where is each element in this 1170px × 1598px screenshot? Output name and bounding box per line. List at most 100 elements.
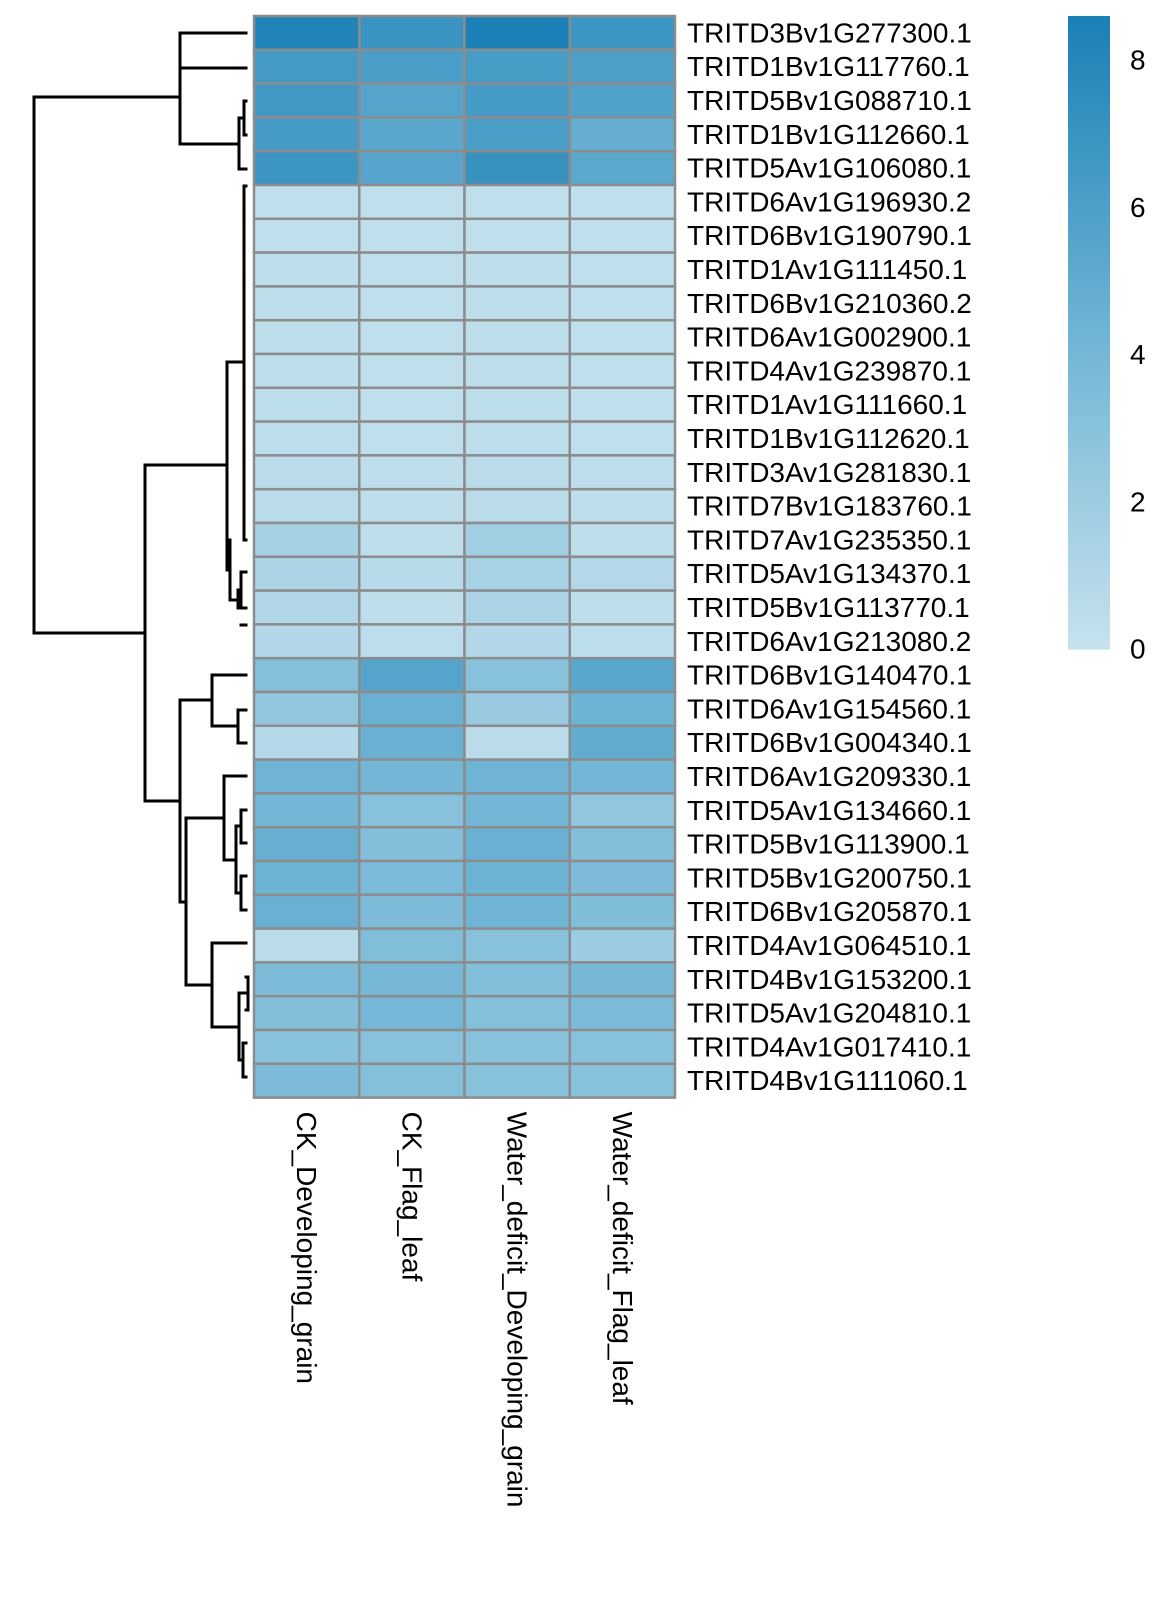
heatmap-cell	[252, 149, 361, 187]
heatmap-cell	[568, 217, 677, 254]
colorbar-segment	[1068, 132, 1110, 138]
colorbar-segment	[1068, 517, 1110, 523]
heatmap-cell	[463, 318, 571, 356]
row-label: TRITD7Av1G235350.1	[687, 524, 971, 555]
heatmap-cell	[252, 927, 361, 964]
heatmap-cell	[463, 217, 571, 254]
colorbar-segment	[1068, 369, 1110, 376]
colorbar-segment	[1068, 459, 1110, 465]
colorbar-segment	[1068, 300, 1110, 307]
colorbar-segment	[1068, 232, 1110, 239]
row-label: TRITD6Av1G213080.2	[687, 626, 971, 657]
heatmap-cell	[568, 555, 677, 592]
row-label: TRITD6Av1G002900.1	[687, 322, 971, 353]
heatmap-cell	[568, 48, 677, 85]
heatmap-cell	[252, 454, 361, 491]
heatmap-cell	[568, 183, 677, 221]
heatmap-cell	[463, 623, 571, 660]
heatmap-cell	[463, 1028, 571, 1066]
colorbar-segment	[1068, 427, 1110, 434]
heatmap-cell	[568, 251, 677, 288]
row-label: TRITD6Bv1G205870.1	[687, 896, 972, 927]
heatmap-cell	[358, 386, 466, 423]
row-label: TRITD1Bv1G117760.1	[687, 51, 970, 82]
row-labels: TRITD3Bv1G277300.1TRITD1Bv1G117760.1TRIT…	[687, 17, 972, 1096]
row-label: TRITD1Av1G111660.1	[687, 389, 967, 420]
colorbar-segment	[1068, 221, 1110, 228]
heatmap-cell	[568, 82, 677, 119]
heatmap-cell	[463, 82, 571, 119]
colorbar-segment	[1068, 179, 1110, 186]
colorbar-segment	[1068, 258, 1110, 265]
row-label: TRITD5Av1G134370.1	[687, 558, 971, 589]
colorbar-segment	[1068, 269, 1110, 276]
colorbar-segment	[1068, 438, 1110, 444]
row-label: TRITD7Bv1G183760.1	[687, 491, 972, 522]
heatmap-cell	[252, 724, 361, 761]
colorbar-segment	[1068, 311, 1110, 318]
colorbar-segment	[1068, 37, 1110, 43]
colorbar-segment	[1068, 612, 1110, 618]
heatmap-cell	[358, 1028, 466, 1066]
heatmap-cell	[358, 994, 466, 1032]
heatmap-cell	[252, 656, 361, 694]
heatmap-cell	[252, 1062, 361, 1099]
heatmap-cell	[568, 893, 677, 930]
colorbar-segment	[1068, 575, 1110, 582]
heatmap-cell	[358, 183, 466, 221]
heatmap-cell	[358, 623, 466, 660]
heatmap-cell	[252, 386, 361, 423]
colorbar-segment	[1068, 532, 1110, 539]
heatmap-cell	[358, 521, 466, 559]
row-label: TRITD6Bv1G190790.1	[687, 220, 972, 251]
colorbar-segment	[1068, 327, 1110, 334]
colorbar-segment	[1068, 163, 1110, 170]
colorbar-segment	[1068, 126, 1110, 133]
colorbar-segment	[1068, 316, 1110, 323]
row-label: TRITD1Bv1G112660.1	[687, 119, 970, 150]
colorbar-segment	[1068, 158, 1110, 165]
colorbar-segment	[1068, 84, 1110, 91]
row-label: TRITD4Av1G017410.1	[687, 1031, 971, 1062]
colorbar-segment	[1068, 480, 1110, 487]
heatmap-cell	[463, 352, 571, 390]
colorbar-segment	[1068, 343, 1110, 349]
heatmap-cell	[358, 217, 466, 254]
row-label: TRITD5Av1G134660.1	[687, 795, 971, 826]
colorbar-segment	[1068, 42, 1110, 49]
heatmap-cell	[463, 521, 571, 559]
colorbar-segment	[1068, 559, 1110, 566]
heatmap-cell	[463, 961, 571, 998]
colorbar-segment	[1068, 448, 1110, 455]
heatmap-cell	[463, 927, 571, 964]
colorbar-segment	[1068, 627, 1110, 634]
heatmap-cell	[568, 386, 677, 423]
colorbar-segment	[1068, 490, 1110, 497]
colorbar-segment	[1068, 16, 1110, 22]
colorbar-segment	[1068, 147, 1110, 154]
colorbar-segment	[1068, 279, 1110, 286]
colorbar-segment	[1068, 633, 1110, 640]
colorbar-segment	[1068, 522, 1110, 529]
row-label: TRITD5Bv1G200750.1	[687, 862, 972, 893]
colorbar-segment	[1068, 353, 1110, 360]
heatmap-cell	[463, 149, 571, 187]
heatmap-cell	[358, 555, 466, 592]
colorbar-segment	[1068, 190, 1110, 196]
colorbar-segment	[1068, 358, 1110, 365]
heatmap-cell	[358, 927, 466, 964]
heatmap-cell	[252, 825, 361, 863]
heatmap-cell	[358, 116, 466, 153]
heatmap-cells	[252, 14, 677, 1099]
heatmap-cell	[568, 285, 677, 322]
heatmap-cell	[568, 758, 677, 795]
colorbar-segment	[1068, 306, 1110, 312]
colorbar-segment	[1068, 153, 1110, 160]
heatmap-cell	[252, 961, 361, 998]
colorbar-segment	[1068, 443, 1110, 450]
column-label: Water_deficit_Developing_grain	[502, 1112, 533, 1508]
colorbar-segment	[1068, 26, 1110, 33]
colorbar-segment	[1068, 622, 1110, 629]
heatmap-cell	[463, 589, 571, 626]
colorbar-segment	[1068, 474, 1110, 481]
